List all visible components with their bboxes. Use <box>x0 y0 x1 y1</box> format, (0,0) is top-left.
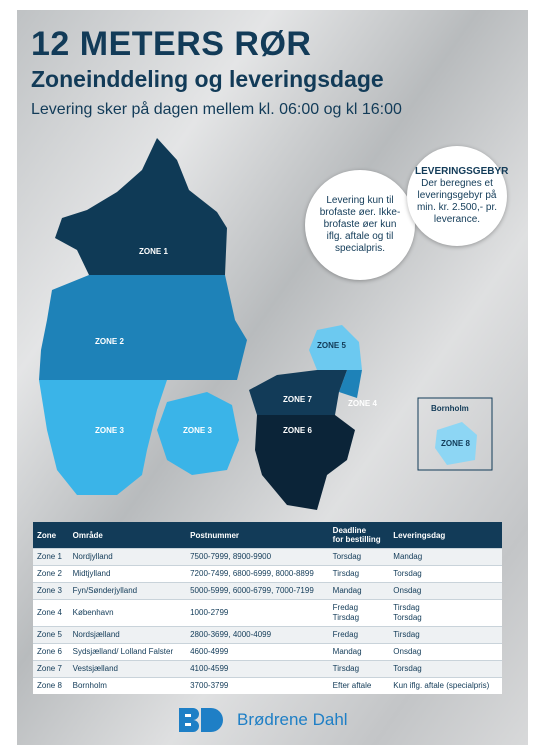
zone-1-area <box>55 138 227 275</box>
table-row: Zone 5 Nordsjælland 2800-3699, 4000-4099 Fr… <box>33 626 502 644</box>
table-cell: Onsdag <box>389 582 502 600</box>
table-cell: Tirsdag <box>328 565 390 583</box>
table-cell: Zone 5 <box>33 626 69 644</box>
table-cell: Zone 7 <box>33 660 69 678</box>
table-cell: København <box>68 599 187 627</box>
column-header: Område <box>68 522 187 549</box>
brand-name: Brødrene Dahl <box>237 710 348 729</box>
table-cell: Fyn/Sønderjylland <box>68 582 187 600</box>
table-cell: Zone 1 <box>33 548 69 566</box>
zone-4-area <box>339 370 362 398</box>
zone-label: ZONE 4 <box>348 399 377 408</box>
table-cell: Mandag <box>389 548 502 566</box>
table-cell: Onsdag <box>389 643 502 661</box>
zone-label: ZONE 8 <box>441 439 470 448</box>
table-cell: Zone 2 <box>33 565 69 583</box>
zone-7-area <box>249 370 347 415</box>
table-row: Zone 8 Bornholm 3700-3799 Efter aftale Kun i… <box>33 677 502 694</box>
table-cell: 4600-4999 <box>186 643 329 661</box>
funen <box>157 392 239 475</box>
table-cell: 3700-3799 <box>186 677 329 694</box>
table-row: Zone 2 Midtjylland 7200-7499, 6800-6999, 8… <box>33 565 502 583</box>
cell-line: Tirsdag <box>332 613 360 622</box>
cell-line: Fredag <box>332 603 359 612</box>
table-cell: Nordsjælland <box>68 626 187 644</box>
zone-table: Zone Område Postnummer Deadline for bestilli… <box>33 522 502 694</box>
table-cell: Sydsjælland/ Lolland Falster <box>68 643 187 661</box>
zone-5-area <box>309 325 362 370</box>
table-row: Zone 7 Vestsjælland 4100-4599 Tirsdag Torsda… <box>33 660 502 678</box>
zone-label: ZONE 6 <box>283 426 312 435</box>
table-cell: Vestsjælland <box>68 660 187 678</box>
table-cell: Efter aftale <box>328 677 390 694</box>
table-cell: Kun iflg. aftale (specialpris) <box>389 677 502 694</box>
bubble-text: Der beregnes et leveringsgebyr på min. k… <box>416 178 498 225</box>
table-cell: 5000-5999, 6000-6799, 7000-7199 <box>186 582 329 600</box>
cell-line: Tirsdag <box>393 603 420 612</box>
bubble-title: LEVERINGSGEBYR <box>415 166 509 177</box>
table-cell: Zone 8 <box>33 677 69 694</box>
table-cell: 4100-4599 <box>186 660 329 678</box>
table-cell: Torsdag <box>389 565 502 583</box>
bubble-text: Levering kun til brofaste øer. Ikke-brof… <box>319 195 401 254</box>
table-row: Zone 3 Fyn/Sønderjylland 5000-5999, 6000-6… <box>33 582 502 600</box>
header-row: Zone Område Postnummer Deadline for bestilli… <box>33 522 502 549</box>
subtitle: Zoneinddeling og leveringsdage <box>31 66 384 92</box>
table-cell: Zone 6 <box>33 643 69 661</box>
column-header: Postnummer <box>186 522 329 549</box>
bridge-bubble: Levering kun til brofaste øer. Ikke-brof… <box>305 170 415 280</box>
table-cell: Zone 4 <box>33 599 69 627</box>
table-cell: Tirsdag <box>328 660 390 678</box>
zone-6-area <box>255 415 355 510</box>
table-row: Zone 6 Sydsjælland/ Lolland Falster 4600-4… <box>33 643 502 661</box>
zone-3-area <box>39 380 167 495</box>
table-cell: 7500-7999, 8900-9900 <box>186 548 329 566</box>
zone-map: ZONE 1 ZONE 2 ZONE 3 ZONE 3 ZONE 5 ZONE … <box>39 138 493 510</box>
table-cell: Midtjylland <box>68 565 187 583</box>
zone-8-area <box>435 422 477 465</box>
title: 12 METERS RØR <box>31 25 312 63</box>
table-cell: Zone 3 <box>33 582 69 600</box>
column-header: Zone <box>33 522 69 549</box>
table-cell: 2800-3699, 4000-4099 <box>186 626 329 644</box>
table-cell: 7200-7499, 6800-6999, 8000-8899 <box>186 565 329 583</box>
zone-label: ZONE 3 <box>95 426 124 435</box>
table-row: Zone 4 København 1000-2799 Fredag Tirsdag Tir… <box>33 599 502 627</box>
cell-line: for bestilling <box>332 535 381 544</box>
zone-label: ZONE 2 <box>95 337 124 346</box>
table-cell: Torsdag <box>328 548 390 566</box>
zone-label: ZONE 1 <box>139 247 168 256</box>
table-cell: Bornholm <box>68 677 187 694</box>
table-cell: Tirsdag Torsdag <box>389 599 502 627</box>
zone-label: ZONE 3 <box>183 426 212 435</box>
cell-line: Deadline <box>332 526 367 535</box>
poster: 12 METERS RØR Zoneinddeling og leverings… <box>17 10 528 745</box>
table-cell: Fredag <box>328 626 390 644</box>
bornholm-label: Bornholm <box>431 404 469 413</box>
table-cell: Mandag <box>328 643 390 661</box>
table-cell: Torsdag <box>389 660 502 678</box>
table-cell: Mandag <box>328 582 390 600</box>
delivery-note: Levering sker på dagen mellem kl. 06:00 … <box>31 101 402 118</box>
table-cell: Nordjylland <box>68 548 187 566</box>
column-header: Deadline for bestilling <box>328 522 390 549</box>
table-cell: 1000-2799 <box>186 599 329 627</box>
table-cell: Tirsdag <box>389 626 502 644</box>
fee-bubble: LEVERINGSGEBYR Der beregnes et leveringsg… <box>407 146 509 246</box>
table-cell: Fredag Tirsdag <box>328 599 390 627</box>
cell-line: Torsdag <box>393 613 422 622</box>
logo <box>179 708 223 732</box>
zone-label: ZONE 5 <box>317 341 346 350</box>
zone-2-area <box>39 275 247 380</box>
table-row: Zone 1 Nordjylland 7500-7999, 8900-9900 Tor… <box>33 548 502 566</box>
zone-label: ZONE 7 <box>283 395 312 404</box>
bornholm-box <box>417 397 493 471</box>
column-header: Leveringsdag <box>389 522 502 549</box>
